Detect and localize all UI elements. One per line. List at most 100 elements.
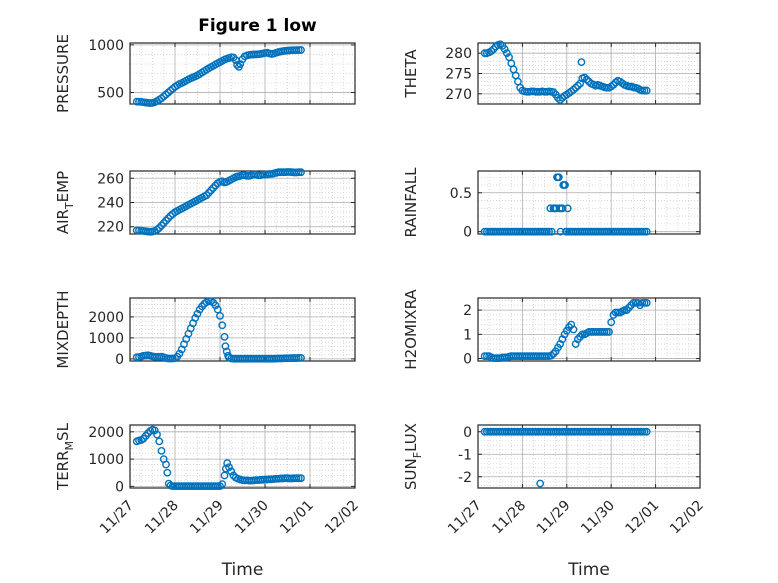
y-tick-label: 270: [445, 87, 472, 103]
data-point: [227, 467, 236, 476]
y-tick-label: 0: [115, 352, 124, 368]
data-point: [162, 90, 170, 99]
data-point: [175, 349, 184, 358]
y-tick-label: 260: [97, 171, 124, 187]
y-tick-label: 0: [463, 425, 472, 441]
x-tick-label: 11/28: [489, 498, 529, 538]
data-point: [642, 227, 651, 236]
data-point: [500, 45, 509, 53]
data-point: [150, 426, 159, 435]
y-tick-label: 1000: [88, 331, 124, 347]
data-point: [294, 474, 303, 483]
data-point: [556, 96, 565, 104]
data-point: [162, 460, 170, 469]
data-point: [218, 480, 227, 489]
subplot-theta: 270 275 280 THETA: [402, 40, 701, 105]
x-tick-label: 12/02: [322, 498, 362, 538]
data-point: [166, 86, 175, 95]
y-tick-label: 1000: [88, 38, 124, 54]
data-point: [545, 227, 553, 236]
y-tick-label: 240: [97, 196, 124, 212]
subplot-h2omixra: 0 1 2 H2OMIXRA: [402, 289, 701, 370]
y-axis-label: H2OMIXRA: [402, 289, 420, 370]
subplot-pressure: 500 1000 PRESSURE Figure 1 low: [54, 16, 356, 113]
y-tick-label: 0: [463, 225, 472, 241]
data-point: [558, 204, 567, 213]
x-tick-label: 11/29: [187, 498, 227, 538]
data-point: [642, 86, 651, 95]
data-point: [502, 49, 511, 58]
data-point: [211, 482, 220, 490]
data-point: [577, 58, 586, 67]
y-axis-label: AIRTEMP: [54, 171, 76, 234]
x-tick-label: 11/27: [445, 498, 485, 538]
x-tick-label: 12/01: [623, 498, 663, 538]
x-axis-label: Time: [221, 560, 264, 580]
data-point: [297, 46, 305, 54]
y-axis-label: TERRMSL: [54, 422, 76, 491]
data-point: [218, 321, 227, 330]
y-tick-label: 275: [445, 67, 472, 83]
y-axis-label: PRESSURE: [54, 34, 72, 113]
data-point: [216, 482, 224, 490]
data-point: [157, 94, 166, 103]
data-point: [642, 298, 651, 307]
data-point: [605, 328, 613, 336]
y-tick-label: 220: [97, 220, 124, 236]
axes-box: [477, 297, 701, 362]
y-tick-label: 2000: [88, 310, 124, 326]
data-point: [155, 437, 164, 446]
data-point: [297, 353, 305, 362]
data-point: [297, 474, 305, 483]
data-point: [642, 427, 651, 436]
x-axis-label: Time: [567, 560, 610, 580]
data-point: [294, 46, 303, 54]
subplot-rainfall: 0 0.5 RAINFALL: [402, 167, 701, 241]
data-point: [164, 88, 173, 97]
y-axis-label: RAINFALL: [402, 167, 420, 238]
data-point: [211, 301, 220, 310]
data-point: [569, 85, 578, 94]
data-point: [554, 173, 563, 182]
y-tick-label: -1: [458, 447, 472, 463]
y-axis-label: MIXDEPTH: [54, 290, 72, 368]
data-point: [213, 482, 222, 490]
data-point: [582, 75, 591, 84]
data-point: [193, 309, 202, 318]
y-tick-label: 0.5: [450, 186, 472, 202]
axes-box: [129, 424, 356, 489]
data-point: [157, 447, 166, 455]
data-point: [571, 83, 580, 92]
x-tick-label: 11/30: [232, 498, 272, 538]
data-point: [163, 468, 172, 477]
subplot-sun_flux: -2 -1 0 11/27 11/28 11/29 11/30 12/01 12/02 Time S…: [402, 423, 707, 580]
data-point: [159, 92, 168, 101]
x-tick-label: 11/28: [142, 498, 182, 538]
data-point: [191, 314, 200, 322]
x-tick-label: 12/01: [277, 498, 317, 538]
axes-box: [477, 424, 701, 489]
data-point: [294, 168, 303, 177]
y-axis-label: THETA: [402, 49, 420, 99]
data-point: [569, 325, 578, 334]
data-point: [221, 342, 230, 351]
y-tick-label: 2: [463, 303, 472, 319]
data-point: [561, 181, 569, 189]
subplot-air_temp: 220 240 260 AIRTEMP: [54, 168, 356, 236]
data-point: [547, 227, 556, 236]
data-point: [536, 479, 545, 488]
y-tick-label: -2: [458, 470, 472, 486]
chart-title: Figure 1 low: [198, 16, 317, 36]
data-point: [216, 311, 224, 320]
subplot-terr_msl: 0 1000 2000 11/27 11/28 11/29 11/30 12/01 12/02 T…: [54, 422, 362, 580]
data-point: [574, 81, 582, 90]
x-tick-label: 11/29: [534, 498, 574, 538]
y-tick-label: 1: [463, 327, 472, 343]
data-point: [292, 474, 301, 483]
y-tick-label: 280: [445, 46, 472, 62]
data-point: [153, 430, 161, 439]
axes-box: [129, 42, 356, 105]
data-point: [563, 204, 572, 213]
y-tick-label: 500: [97, 86, 124, 102]
